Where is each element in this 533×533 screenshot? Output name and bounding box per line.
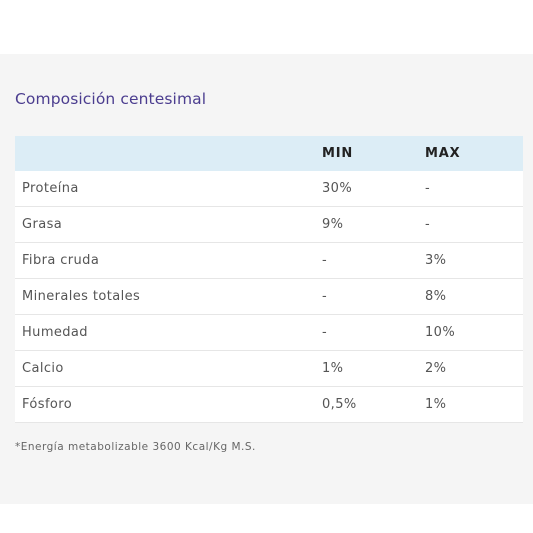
max-value: 3%	[418, 242, 523, 279]
table-row: Humedad - 10%	[15, 314, 523, 351]
table-row: Fibra cruda - 3%	[15, 242, 523, 279]
nutrient-name: Proteína	[15, 171, 315, 207]
nutrient-name: Minerales totales	[15, 278, 315, 315]
min-value: 9%	[315, 206, 418, 243]
nutrient-name: Grasa	[15, 206, 315, 243]
min-value: 30%	[315, 171, 418, 207]
nutrient-name: Fibra cruda	[15, 242, 315, 279]
max-value: 8%	[418, 278, 523, 315]
max-value: 2%	[418, 350, 523, 387]
header-nutrient	[15, 136, 315, 171]
max-value: 1%	[418, 386, 523, 423]
nutrient-name: Humedad	[15, 314, 315, 351]
min-value: -	[315, 242, 418, 279]
table-header-row: MIN MAX	[15, 136, 523, 171]
min-value: -	[315, 278, 418, 315]
header-max: MAX	[425, 146, 461, 161]
composition-table: MIN MAX Proteína 30% - Grasa 9% - Fibra …	[15, 136, 523, 423]
max-value: -	[418, 171, 523, 207]
table-row: Fósforo 0,5% 1%	[15, 386, 523, 423]
min-value: -	[315, 314, 418, 351]
energy-footnote: *Energía metabolizable 3600 Kcal/Kg M.S.	[15, 441, 256, 453]
table-row: Grasa 9% -	[15, 206, 523, 243]
nutrient-name: Fósforo	[15, 386, 315, 423]
min-value: 0,5%	[315, 386, 418, 423]
min-value: 1%	[315, 350, 418, 387]
max-value: -	[418, 206, 523, 243]
header-min: MIN	[322, 146, 354, 161]
nutrient-name: Calcio	[15, 350, 315, 387]
table-row: Proteína 30% -	[15, 171, 523, 207]
max-value: 10%	[418, 314, 523, 351]
table-row: Calcio 1% 2%	[15, 350, 523, 387]
composition-panel: Composición centesimal MIN MAX Proteína …	[0, 54, 533, 504]
section-title: Composición centesimal	[15, 90, 207, 108]
table-row: Minerales totales - 8%	[15, 278, 523, 315]
